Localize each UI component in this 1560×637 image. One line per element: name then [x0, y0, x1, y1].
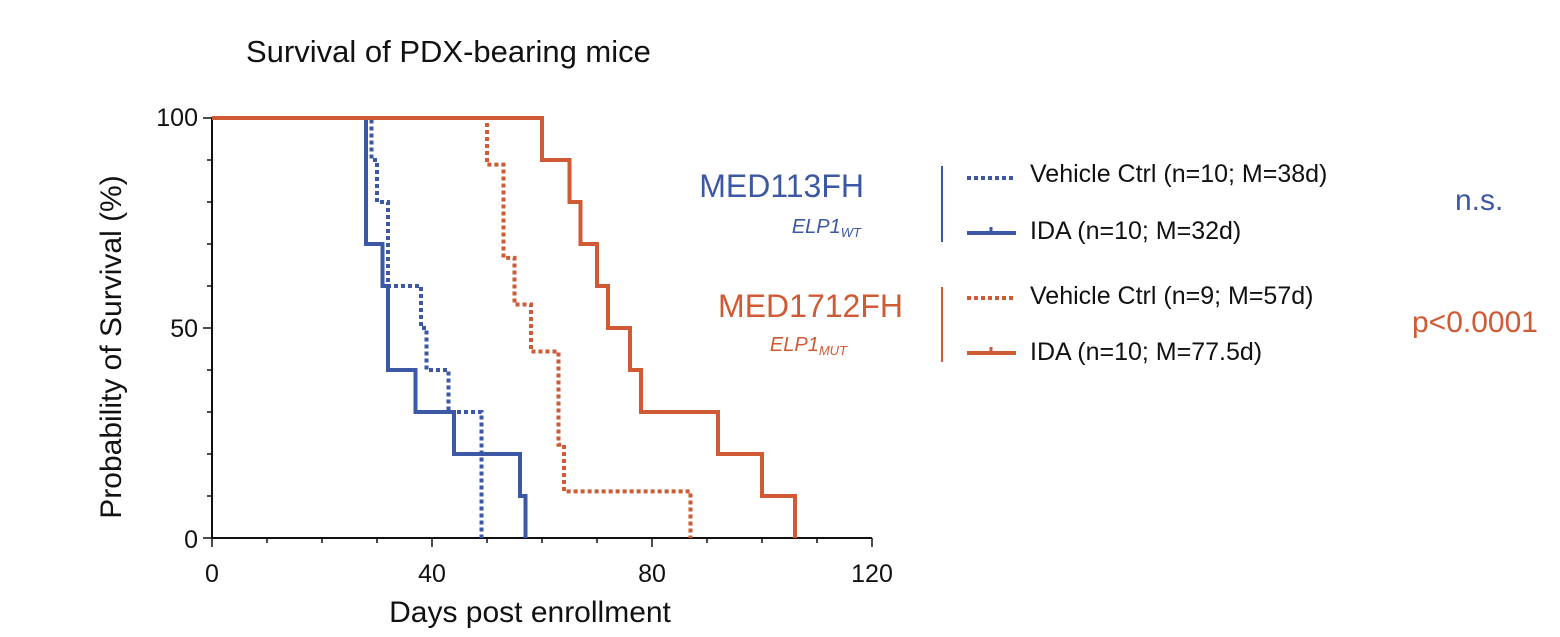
- legend-label: Vehicle Ctrl (n=10; M=38d): [1030, 160, 1328, 188]
- legend-label: Vehicle Ctrl (n=9; M=57d): [1030, 282, 1314, 310]
- chart-axes: [203, 117, 873, 547]
- significance-med113fh: n.s.: [1455, 184, 1504, 217]
- y-tick-label: 100: [156, 104, 198, 132]
- y-tick-label: 0: [184, 526, 198, 554]
- x-tick-label: 80: [638, 560, 666, 588]
- significance-med1712fh: p<0.0001: [1412, 306, 1538, 339]
- x-tick-label: 0: [205, 560, 219, 588]
- x-tick-label: 120: [851, 560, 893, 588]
- legend-label: IDA (n=10; M=32d): [1030, 217, 1242, 245]
- ida-survival-curve: [212, 116, 528, 538]
- genotype-gene: ELP1: [769, 334, 819, 356]
- group-name-med113fh: MED113FH: [699, 168, 864, 204]
- survival-curves: [212, 116, 797, 538]
- genotype-subscript: MUT: [818, 343, 847, 358]
- y-axis-label: Probability of Survival (%): [95, 175, 128, 519]
- y-tick-label: 50: [170, 315, 198, 343]
- genotype-subscript: WT: [840, 225, 861, 240]
- legend-label: IDA (n=10; M=77.5d): [1030, 338, 1263, 366]
- genotype-gene: ELP1: [791, 216, 841, 238]
- group-name-med1712fh: MED1712FH: [718, 288, 903, 324]
- vehicle-survival-curve: [212, 116, 693, 538]
- group-genotype-med113fh: ELP1WT: [561, 216, 861, 240]
- vehicle-survival-curve: [212, 116, 484, 538]
- x-axis-label: Days post enrollment: [389, 596, 671, 629]
- ida-survival-curve: [212, 116, 797, 538]
- x-tick-label: 40: [418, 560, 446, 588]
- group-genotype-med1712fh: ELP1MUT: [547, 334, 847, 358]
- legend-marks: [941, 166, 1016, 362]
- chart-title: Survival of PDX-bearing mice: [246, 34, 651, 69]
